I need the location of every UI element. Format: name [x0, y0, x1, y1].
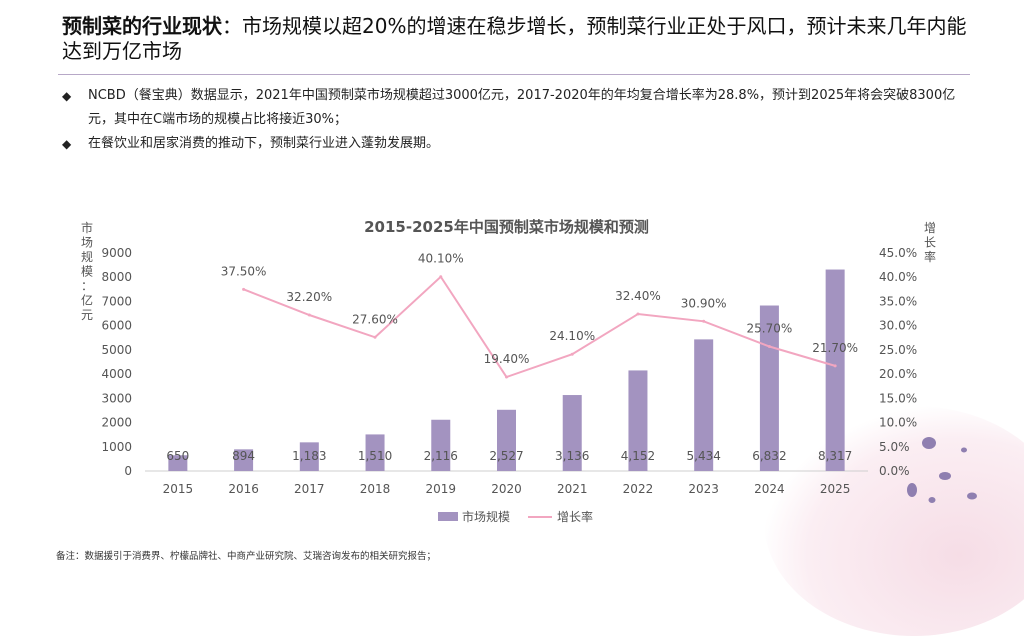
line-value-label: 21.70% — [812, 341, 858, 355]
bar-value-label: 1,510 — [358, 449, 392, 463]
bullet-list: ◆ NCBD（餐宝典）数据显示，2021年中国预制菜市场规模超过3000亿元，2… — [62, 84, 972, 156]
bar-2019 — [431, 419, 451, 471]
bar-value-label: 2,116 — [424, 449, 458, 463]
growth-point-2018 — [373, 335, 377, 339]
y-left-tick-label: 3000 — [101, 391, 132, 405]
growth-point-2022 — [636, 312, 640, 316]
decor-dot — [922, 437, 936, 449]
y-right-tick-label: 5.0% — [879, 440, 910, 454]
line-value-label: 32.20% — [286, 290, 332, 304]
y-right-axis-label: 增长率 — [924, 221, 936, 264]
y-right-tick-label: 10.0% — [879, 416, 917, 430]
market-size-chart: 2015-2025年中国预制菜市场规模和预测 0 1000 2000 3000 4000 5… — [81, 218, 977, 524]
growth-rate-line — [243, 275, 836, 379]
bar-2020 — [497, 409, 516, 471]
growth-point-2024 — [767, 344, 771, 348]
bar-2016 — [234, 449, 254, 471]
title-divider — [58, 74, 970, 75]
y-left-tick-label: 8000 — [101, 270, 132, 284]
growth-point-2019 — [439, 275, 443, 279]
y-right-tick-label: 0.0% — [879, 464, 910, 478]
bullet-item: ◆ NCBD（餐宝典）数据显示，2021年中国预制菜市场规模超过3000亿元，2… — [62, 84, 972, 132]
bullet-text: NCBD（餐宝典）数据显示，2021年中国预制菜市场规模超过3000亿元，201… — [88, 88, 956, 127]
bar-2022 — [628, 370, 648, 471]
x-tick-label: 2015 — [163, 482, 194, 496]
y-left-tick-label: 9000 — [101, 246, 132, 260]
decorative-dots — [907, 437, 977, 503]
x-tick-label: 2021 — [557, 482, 588, 496]
legend-line-label: 增长率 — [557, 509, 593, 524]
legend-bar-label: 市场规模 — [462, 509, 510, 524]
x-tick-label: 2024 — [754, 482, 785, 496]
bullet-item: ◆ 在餐饮业和居家消费的推动下，预制菜行业进入蓬勃发展期。 — [62, 132, 972, 156]
page-title: 预制菜的行业现状：市场规模以超20%的增速在稳步增长，预制菜行业正处于风口，预计… — [62, 14, 982, 64]
bar-2021 — [562, 395, 582, 471]
x-tick-label: 2020 — [491, 482, 522, 496]
y-left-tick-label: 4000 — [101, 367, 132, 381]
decor-dot — [928, 497, 936, 503]
line-value-label: 40.10% — [418, 252, 464, 266]
bar-2018 — [365, 434, 385, 471]
x-tick-label: 2018 — [360, 482, 391, 496]
y-left-tick-label: 2000 — [101, 416, 132, 430]
y-left-tick-label: 6000 — [101, 319, 132, 333]
decor-dot — [939, 472, 951, 480]
growth-point-2020 — [505, 375, 508, 379]
title-bold: 预制菜的行业现状 — [62, 14, 222, 38]
x-tick-label: 2019 — [425, 482, 456, 496]
bullet-text: 在餐饮业和居家消费的推动下，预制菜行业进入蓬勃发展期。 — [88, 136, 440, 151]
y-right-tick-label: 40.0% — [879, 270, 917, 284]
y-right-tick-label: 30.0% — [879, 319, 917, 333]
title-rest: ：市场规模以超20%的增速在稳步增长，预制菜行业正处于风口，预计未来几年内能达到… — [62, 14, 967, 63]
growth-point-2025 — [833, 364, 837, 368]
diamond-bullet-icon: ◆ — [62, 137, 72, 151]
y-left-axis-label: 市场规模：亿元 — [81, 220, 93, 322]
x-tick-label: 2017 — [294, 482, 325, 496]
growth-point-2021 — [570, 352, 574, 356]
y-left-tick-label: 7000 — [101, 294, 132, 308]
bar-value-label: 2,527 — [489, 449, 523, 463]
bar-value-label: 894 — [232, 449, 255, 463]
growth-point-2023 — [702, 319, 706, 323]
y-right-tick-label: 15.0% — [879, 391, 917, 405]
line-value-label: 19.40% — [484, 352, 530, 366]
x-tick-label: 2016 — [228, 482, 259, 496]
line-value-label: 32.40% — [615, 289, 661, 303]
x-tick-label: 2022 — [623, 482, 654, 496]
line-value-label: 24.10% — [549, 329, 595, 343]
line-value-label: 30.90% — [681, 296, 727, 310]
bar-2025 — [825, 269, 845, 471]
growth-point-2017 — [307, 313, 311, 317]
y-left-tick-label: 0 — [124, 464, 132, 478]
decor-dot — [907, 483, 917, 497]
diamond-bullet-icon: ◆ — [62, 89, 72, 103]
bar-value-label: 3,136 — [555, 449, 589, 463]
y-right-tick-label: 25.0% — [879, 343, 917, 357]
bar-value-label: 6,832 — [752, 449, 786, 463]
y-right-tick-label: 20.0% — [879, 367, 917, 381]
growth-point-2016 — [242, 287, 246, 291]
decor-dot — [967, 492, 977, 500]
y-left-tick-label: 1000 — [101, 440, 132, 454]
legend-bar-swatch — [438, 512, 458, 521]
line-value-label: 37.50% — [221, 264, 267, 278]
bar-value-label: 1,183 — [292, 449, 326, 463]
decor-dot — [961, 447, 967, 453]
bar-2023 — [694, 339, 714, 471]
footnote: 备注：数据援引于消费界、柠檬品牌社、中商产业研究院、艾瑞咨询发布的相关研究报告； — [56, 551, 437, 562]
bar-value-label: 650 — [166, 449, 189, 463]
y-right-tick-label: 35.0% — [879, 294, 917, 308]
bar-value-label: 5,434 — [687, 449, 721, 463]
y-left-tick-label: 5000 — [101, 343, 132, 357]
y-right-tick-label: 45.0% — [879, 246, 917, 260]
line-value-label: 25.70% — [747, 321, 793, 335]
bar-2015 — [168, 455, 188, 471]
line-value-label: 27.60% — [352, 312, 398, 326]
bar-value-label: 8,317 — [818, 449, 852, 463]
x-tick-label: 2025 — [820, 482, 851, 496]
chart-title: 2015-2025年中国预制菜市场规模和预测 — [364, 218, 649, 236]
bar-2017 — [299, 442, 319, 471]
x-tick-label: 2023 — [688, 482, 719, 496]
bar-value-label: 4,152 — [621, 449, 655, 463]
